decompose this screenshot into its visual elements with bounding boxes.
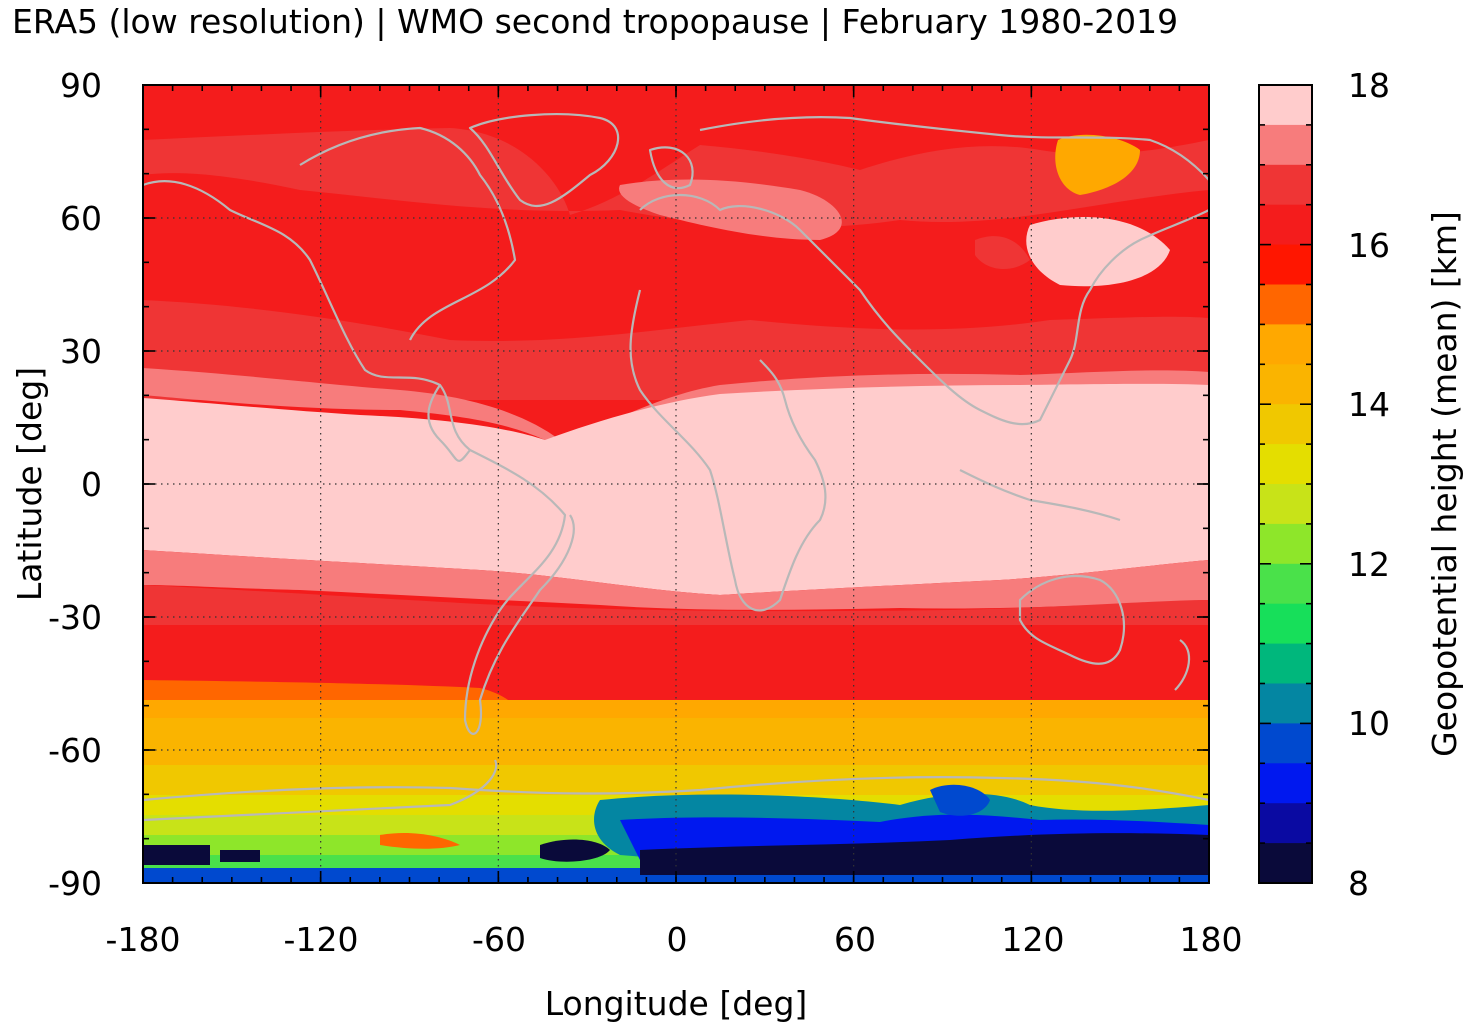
y-tick-label: -90: [48, 864, 102, 903]
x-tick-label: -120: [284, 920, 359, 959]
colorbar-tick-label: 10: [1348, 704, 1390, 743]
axis-ticks: [142, 84, 1210, 884]
colorbar-tick-labels: 18 16 14 12 10 8: [1348, 66, 1390, 903]
colorbar-level: [1259, 523, 1312, 565]
colorbar-level: [1259, 204, 1312, 246]
x-tick-label: 180: [1180, 920, 1243, 959]
colorbar-tick-label: 14: [1348, 385, 1390, 424]
grid-lines: [143, 85, 1209, 883]
chart-title: ERA5 (low resolution) | WMO second tropo…: [12, 2, 1179, 41]
x-axis-label: Longitude [deg]: [545, 984, 808, 1023]
colorbar-tick-label: 8: [1348, 864, 1369, 903]
colorbar-level: [1259, 763, 1312, 804]
colorbar-level: [1259, 603, 1312, 645]
x-tick-label: 0: [667, 920, 688, 959]
colorbar-level: [1259, 85, 1312, 126]
colorbar-level: [1259, 404, 1312, 445]
colorbar: [1259, 85, 1312, 884]
x-tick-labels: -180 -120 -60 0 60 120 180: [106, 920, 1243, 959]
x-tick-label: 60: [834, 920, 876, 959]
colorbar-level: [1259, 164, 1312, 206]
y-axis-label: Latitude [deg]: [10, 367, 49, 601]
colorbar-tick-label: 12: [1348, 545, 1390, 584]
coastlines: [143, 113, 1209, 822]
colorbar-level: [1259, 364, 1312, 405]
y-tick-label: 60: [60, 199, 102, 238]
colorbar-level: [1259, 244, 1312, 286]
colorbar-level: [1259, 484, 1312, 525]
colorbar-level: [1259, 843, 1312, 884]
colorbar-tick-label: 16: [1348, 226, 1390, 265]
colorbar-level: [1259, 683, 1312, 724]
y-tick-label: 0: [81, 465, 102, 504]
y-tick-label: 30: [60, 332, 102, 371]
x-tick-label: -180: [106, 920, 181, 959]
x-tick-label: -60: [472, 920, 526, 959]
y-tick-label: -30: [48, 598, 102, 637]
colorbar-label: Geopotential height (mean) [km]: [1425, 211, 1464, 757]
colorbar-tick-label: 18: [1348, 66, 1390, 105]
colorbar-level: [1259, 124, 1312, 166]
y-tick-label: 90: [60, 66, 102, 105]
colorbar-level: [1259, 803, 1312, 844]
y-tick-label: -60: [48, 731, 102, 770]
colorbar-level: [1259, 643, 1312, 685]
colorbar-level: [1259, 563, 1312, 605]
y-tick-labels: 90 60 30 0 -30 -60 -90: [48, 66, 102, 903]
colorbar-level: [1259, 723, 1312, 764]
colorbar-level: [1259, 324, 1312, 365]
colorbar-level: [1259, 284, 1312, 325]
colorbar-level: [1259, 444, 1312, 485]
colorbar-ticks: [1259, 84, 1312, 884]
x-tick-label: 120: [1002, 920, 1065, 959]
